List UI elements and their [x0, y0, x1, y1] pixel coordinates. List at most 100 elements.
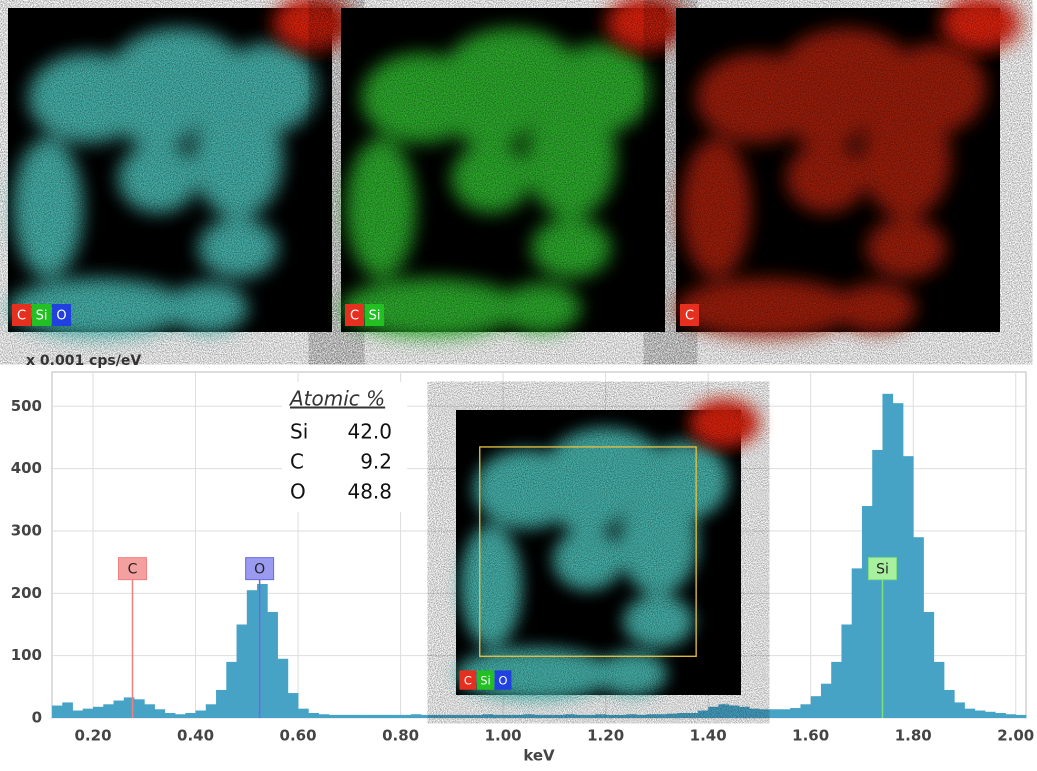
- map-label: O: [499, 673, 508, 687]
- histogram-bar: [564, 714, 576, 718]
- x-tick-label: 0.40: [177, 727, 214, 745]
- x-tick-label: 1.40: [690, 727, 727, 745]
- histogram-bar: [626, 714, 637, 718]
- histogram-bar: [800, 704, 812, 718]
- map-label-box: [494, 670, 512, 690]
- histogram-bar: [134, 699, 145, 718]
- histogram-bar: [872, 449, 883, 718]
- histogram-bar: [390, 714, 401, 718]
- map-grain: [456, 410, 741, 695]
- histogram-bar: [451, 714, 463, 718]
- histogram-bar: [954, 702, 965, 718]
- map-label: Si: [36, 309, 48, 324]
- histogram-bar: [287, 693, 299, 718]
- histogram-bar: [677, 713, 689, 718]
- table-element: O: [290, 480, 306, 504]
- histogram-bar: [861, 506, 873, 718]
- map-label-box: [52, 304, 71, 326]
- map-label-box: [365, 304, 384, 326]
- histogram-bar: [482, 714, 494, 718]
- histogram-bar: [1005, 714, 1017, 718]
- histogram-bar: [1015, 714, 1027, 718]
- histogram-bar: [605, 714, 617, 718]
- histogram-bar: [400, 714, 412, 718]
- histogram-bar: [554, 714, 566, 718]
- histogram-bar: [144, 704, 155, 718]
- histogram-bar: [441, 714, 453, 718]
- x-tick-label: 0.80: [382, 727, 419, 745]
- map-label: C: [685, 309, 694, 324]
- map-label: Si: [480, 673, 490, 687]
- histogram-bar: [410, 714, 422, 718]
- histogram-bar: [667, 713, 678, 718]
- histogram-bar: [349, 714, 360, 718]
- map-grain: [8, 8, 332, 332]
- histogram-bar: [472, 714, 484, 718]
- histogram-bar: [636, 714, 648, 718]
- histogram-bar: [123, 697, 135, 718]
- histogram-bar: [820, 683, 832, 718]
- table-title: Atomic %: [288, 387, 385, 411]
- histogram-bar: [359, 714, 371, 718]
- histogram-bar: [82, 708, 94, 718]
- histogram-bar: [574, 714, 586, 718]
- histogram-bar: [52, 705, 63, 718]
- histogram-bar: [708, 706, 719, 718]
- histogram-bar: [318, 714, 330, 718]
- histogram-bar: [267, 612, 278, 718]
- histogram-bar: [831, 661, 842, 718]
- histogram-bar: [523, 714, 535, 718]
- histogram-bar: [113, 700, 125, 718]
- histogram-bar: [646, 714, 658, 718]
- y-tick-label: 300: [11, 521, 42, 539]
- histogram-bar: [62, 702, 73, 718]
- element-map: C: [676, 0, 1021, 338]
- table-value: 9.2: [360, 450, 392, 474]
- histogram-bar: [769, 709, 781, 718]
- histogram-bar: [585, 714, 596, 718]
- x-tick-label: 1.60: [792, 727, 829, 745]
- histogram-bar: [728, 705, 740, 718]
- histogram-bar: [687, 713, 699, 718]
- histogram-bar: [216, 689, 227, 718]
- maps: C Si O C Si C: [8, 0, 1021, 338]
- histogram-bar: [697, 710, 709, 718]
- histogram-bar: [790, 708, 801, 718]
- histogram-bar: [339, 714, 350, 718]
- histogram-bar: [913, 537, 924, 718]
- histogram-bar: [615, 714, 627, 718]
- x-tick-label: 1.00: [485, 727, 522, 745]
- table-value: 48.8: [347, 480, 392, 504]
- histogram-bar: [759, 709, 771, 718]
- histogram-bar: [503, 714, 514, 718]
- histogram-bar: [943, 689, 955, 718]
- map-label: C: [17, 309, 26, 324]
- histogram-bar: [841, 624, 853, 718]
- map-label-box: [477, 670, 494, 690]
- histogram-bar: [205, 704, 217, 718]
- histogram-bar: [164, 713, 176, 718]
- histogram-bar: [718, 704, 730, 718]
- histogram-bar: [175, 714, 186, 718]
- y-tick-label: 200: [11, 584, 42, 602]
- selection-box: [479, 446, 697, 657]
- map-grain: [341, 8, 665, 332]
- y-axis-label: x 0.001 cps/eV: [26, 353, 141, 369]
- histogram-bar: [298, 708, 309, 718]
- histogram-bar: [308, 713, 319, 718]
- histogram-bar: [923, 612, 935, 718]
- histogram-bar: [984, 711, 996, 718]
- x-axis-label: keV: [523, 747, 555, 765]
- histogram-bar: [656, 714, 668, 718]
- x-tick-label: 0.20: [75, 727, 112, 745]
- x-tick-label: 2.00: [997, 727, 1034, 745]
- element-map: C Si: [341, 0, 686, 338]
- histogram-bar: [513, 714, 525, 718]
- histogram-bar: [185, 713, 196, 718]
- histogram-bar: [810, 696, 822, 718]
- histogram-bar: [154, 709, 166, 718]
- histogram-bar: [902, 456, 914, 718]
- histogram-bar: [246, 590, 258, 718]
